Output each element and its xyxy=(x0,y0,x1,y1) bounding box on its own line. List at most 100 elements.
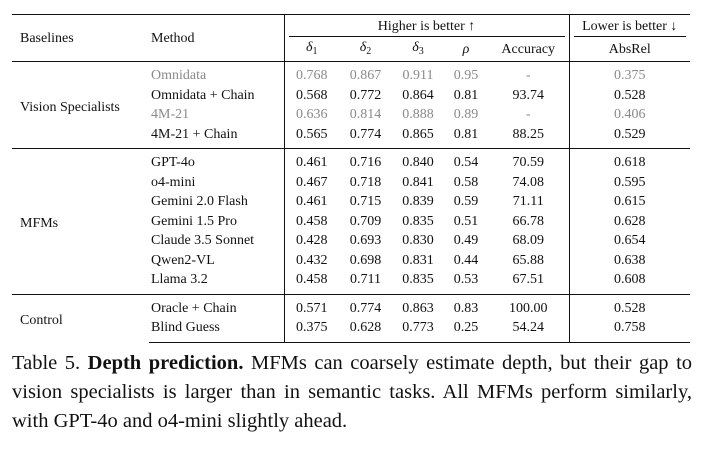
method-cell: Omnidata xyxy=(149,61,285,86)
method-cell: Omnidata + Chain xyxy=(149,85,285,105)
value-cell: 0.528 xyxy=(569,293,690,318)
value-cell: 0.628 xyxy=(339,318,392,343)
value-cell: 68.09 xyxy=(488,231,570,251)
value-cell: 0.638 xyxy=(614,252,646,268)
value-cell: 0.571 xyxy=(284,293,339,318)
method-cell: o4-mini xyxy=(149,172,285,192)
table-row: Gemini 1.5 Pro 0.458 0.709 0.835 0.51 66.78 0.… xyxy=(12,211,690,231)
value-cell: 0.865 xyxy=(402,126,434,142)
value-cell: 88.25 xyxy=(488,124,570,149)
method-cell: Gemini 2.0 Flash xyxy=(149,192,285,212)
value-cell: 0.864 xyxy=(402,87,434,103)
header-row-2: δ1 δ2 δ3 ρ Accuracy AbsRel xyxy=(12,38,690,62)
value-cell: 0.375 xyxy=(284,318,339,343)
group-label: Control xyxy=(12,293,149,342)
value-cell: 0.693 xyxy=(349,233,382,249)
method-cell: Gemini 1.5 Pro xyxy=(149,211,285,231)
value-cell: 0.58 xyxy=(453,174,479,190)
col-header-absrel: AbsRel xyxy=(608,42,651,57)
lower-better-header: Lower is better ↓ xyxy=(582,18,678,34)
col-header-rho: ρ xyxy=(462,42,470,57)
value-cell: 0.428 xyxy=(296,233,328,249)
value-cell: 0.461 xyxy=(284,148,339,173)
caption-label: Table 5. xyxy=(12,352,81,374)
table-row: Gemini 2.0 Flash 0.461 0.715 0.839 0.59 71.11… xyxy=(12,192,690,212)
table-row: Qwen2-VL 0.432 0.698 0.831 0.44 65.88 0.638 xyxy=(12,250,690,270)
value-cell: - xyxy=(488,105,570,125)
value-cell: 0.814 xyxy=(349,107,382,123)
value-cell: 0.867 xyxy=(339,61,392,86)
group-label: Vision Specialists xyxy=(12,61,149,149)
value-cell: 0.628 xyxy=(614,213,646,229)
method-cell: Llama 3.2 xyxy=(149,270,285,294)
lower-better-header-cell: Lower is better ↓ xyxy=(569,14,690,38)
method-cell: Oracle + Chain xyxy=(149,293,285,318)
value-cell: - xyxy=(488,61,570,86)
value-cell: 0.835 xyxy=(402,272,434,288)
value-cell: 0.59 xyxy=(453,194,479,210)
value-cell: 0.911 xyxy=(392,61,444,86)
value-cell: 0.51 xyxy=(453,213,479,229)
value-cell: 0.774 xyxy=(339,293,392,318)
value-cell: 0.89 xyxy=(453,107,479,123)
value-cell: 0.44 xyxy=(453,252,479,268)
value-cell: 0.768 xyxy=(284,61,339,86)
value-cell: 0.888 xyxy=(402,107,434,123)
table-row: 4M-21 0.636 0.814 0.888 0.89- 0.406 xyxy=(12,105,690,125)
group-label: MFMs xyxy=(12,148,149,294)
value-cell: 0.95 xyxy=(444,61,488,86)
value-cell: 0.375 xyxy=(569,61,690,86)
value-cell: 0.841 xyxy=(402,174,434,190)
value-cell: 0.608 xyxy=(614,272,646,288)
value-cell: 0.716 xyxy=(339,148,392,173)
value-cell: 0.54 xyxy=(444,148,488,173)
table-caption: Table 5. Depth prediction. MFMs can coar… xyxy=(12,349,692,436)
caption-text: MFMs can coarsely estimate depth, but th… xyxy=(12,352,693,432)
value-cell: 0.81 xyxy=(453,87,479,103)
table-row: Llama 3.2 0.458 0.711 0.835 0.53 67.51 0.608 xyxy=(12,270,690,294)
value-cell: 0.758 xyxy=(569,318,690,343)
col-header-delta1: δ1 xyxy=(305,40,318,57)
value-cell: 0.715 xyxy=(349,194,382,210)
table-row: Claude 3.5 Sonnet 0.428 0.693 0.830 0.49 68.0… xyxy=(12,231,690,251)
value-cell: 0.835 xyxy=(402,213,434,229)
value-cell: 0.458 xyxy=(296,213,328,229)
table-row: Control Oracle + Chain 0.571 0.774 0.863 0.83… xyxy=(12,293,690,342)
value-cell: 0.25 xyxy=(444,318,488,343)
value-cell: 0.568 xyxy=(296,87,328,103)
value-cell: 100.00 xyxy=(488,293,570,318)
results-table-container: Baselines Method Higher is better ↑ Lowe… xyxy=(12,14,690,343)
table-row: MFMs GPT-4o 0.461 0.716 0.840 0.54 70.59 0.618 xyxy=(12,148,690,294)
value-cell: 0.773 xyxy=(392,318,444,343)
value-cell: 67.51 xyxy=(488,270,570,294)
depth-results-table: Baselines Method Higher is better ↑ Lowe… xyxy=(12,14,690,343)
table-row: 4M-21 + Chain 0.565 0.774 0.865 0.81 88.25 0.5… xyxy=(12,124,690,149)
table-row: Omnidata + Chain 0.568 0.772 0.864 0.81 93.74… xyxy=(12,85,690,105)
table-row: Vision Specialists Omnidata 0.768 0.867 0.91… xyxy=(12,61,690,149)
value-cell: 0.565 xyxy=(296,126,328,142)
value-cell: 54.24 xyxy=(488,318,570,343)
col-header-accuracy: Accuracy xyxy=(488,38,570,62)
method-cell: 4M-21 xyxy=(149,105,285,125)
value-cell: 0.840 xyxy=(392,148,444,173)
value-cell: 0.528 xyxy=(614,87,646,103)
method-cell: Claude 3.5 Sonnet xyxy=(149,231,285,251)
value-cell: 0.83 xyxy=(444,293,488,318)
value-cell: 0.839 xyxy=(402,194,434,210)
value-cell: 0.461 xyxy=(296,194,328,210)
value-cell: 0.53 xyxy=(453,272,479,288)
method-cell: Blind Guess xyxy=(149,318,285,343)
col-header-delta3: δ3 xyxy=(412,40,424,57)
method-cell: GPT-4o xyxy=(149,148,285,173)
value-cell: 0.698 xyxy=(349,252,382,268)
value-cell: 0.772 xyxy=(349,87,382,103)
caption-title: Depth prediction. xyxy=(87,352,244,374)
method-cell: 4M-21 + Chain xyxy=(149,124,285,149)
value-cell: 0.432 xyxy=(296,252,328,268)
table-row: Blind Guess 0.375 0.628 0.773 0.25 54.24 0.758 xyxy=(12,318,690,343)
value-cell: 0.774 xyxy=(349,126,382,142)
col-header-delta2: δ2 xyxy=(359,40,372,57)
method-cell: Qwen2-VL xyxy=(149,250,285,270)
value-cell: 0.595 xyxy=(614,174,646,190)
value-cell: 0.709 xyxy=(349,213,382,229)
